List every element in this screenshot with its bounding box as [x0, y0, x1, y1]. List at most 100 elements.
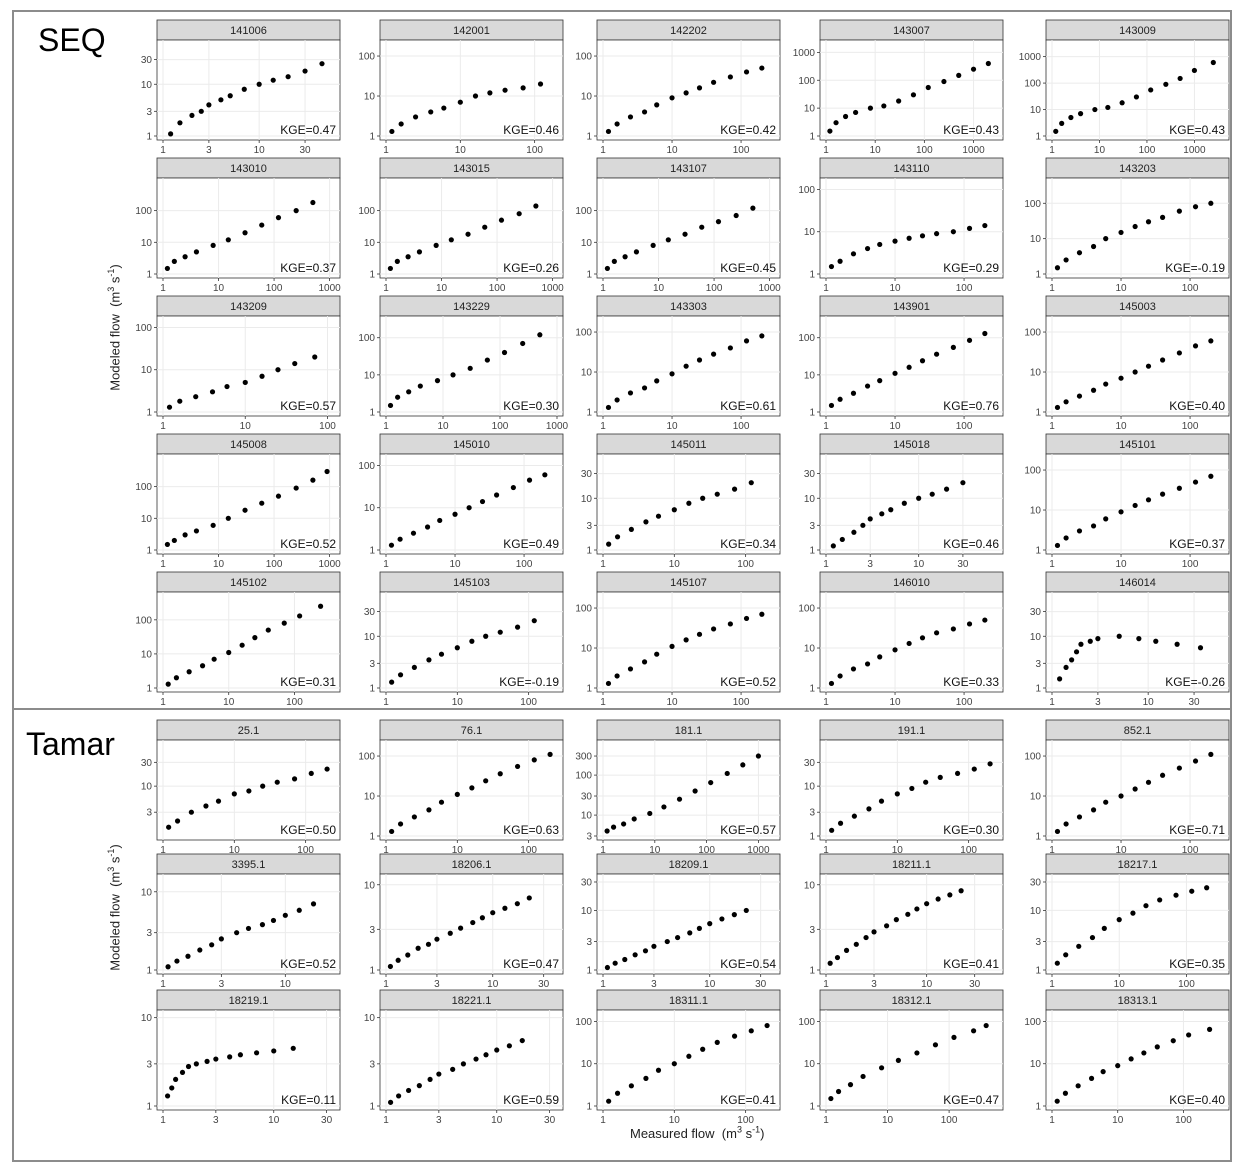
x-tick-label: 10 [666, 145, 678, 156]
data-point [1192, 204, 1199, 210]
data-point [1132, 369, 1138, 375]
data-point [837, 673, 843, 679]
data-point [759, 65, 765, 71]
data-point [631, 816, 637, 822]
data-point [231, 791, 237, 797]
data-point [209, 389, 216, 395]
kge-label: KGE=0.52 [280, 537, 336, 551]
data-point [970, 66, 977, 72]
data-point [950, 344, 956, 350]
plot-area [156, 315, 341, 417]
plot-area [819, 453, 1004, 555]
data-point [877, 241, 883, 248]
x-tick-label: 1000 [758, 283, 781, 294]
data-point [675, 934, 681, 941]
data-point [165, 964, 171, 970]
data-point [1197, 645, 1204, 651]
facet-panel: 143110 1 10 100 1 10 100 KGE=0.29 [798, 157, 1004, 294]
data-point [604, 265, 610, 272]
x-tick-label: 1 [823, 845, 829, 856]
kge-label: KGE=-0.19 [499, 675, 559, 689]
data-point [514, 901, 520, 907]
kge-label: KGE=-0.26 [1165, 675, 1225, 689]
data-point [1159, 214, 1166, 220]
data-point [664, 938, 670, 945]
data-point [686, 1053, 692, 1059]
data-point [519, 1037, 525, 1044]
y-tick-label: 10 [141, 782, 153, 793]
x-tick-label: 3 [867, 559, 873, 570]
data-point [234, 930, 240, 936]
facet-title: 145107 [670, 577, 707, 589]
data-point [197, 947, 203, 953]
data-point [982, 330, 988, 337]
x-tick-label: 3 [206, 145, 212, 156]
plot-area [1045, 591, 1230, 693]
data-point [1063, 664, 1069, 671]
data-point [883, 923, 890, 929]
data-point [1078, 641, 1084, 647]
kge-label: KGE=0.57 [720, 823, 776, 837]
data-point [210, 242, 216, 248]
x-tick-label: 3 [436, 1115, 442, 1126]
facet-panel: 145107 1 10 100 1 10 100 KGE=0.52 [575, 571, 781, 708]
data-point [960, 480, 966, 486]
plot-area [379, 177, 564, 279]
x-tick-label: 10 [669, 1115, 681, 1126]
data-point [1148, 87, 1154, 93]
facet-title: 18221.1 [452, 995, 492, 1007]
data-point [466, 505, 472, 511]
data-point [1176, 208, 1182, 214]
data-point [710, 626, 717, 632]
data-point [1192, 758, 1199, 764]
data-point [1136, 636, 1142, 642]
facet-title: 3395.1 [232, 859, 266, 871]
data-point [168, 131, 174, 137]
data-point [246, 788, 252, 794]
plot-area [596, 739, 781, 841]
x-tick-label: 1000 [546, 421, 569, 432]
data-point [242, 230, 248, 236]
data-point [877, 378, 883, 384]
data-point [469, 785, 475, 791]
data-point [982, 222, 988, 229]
data-point [733, 212, 739, 219]
facet-title: 181.1 [675, 725, 703, 737]
data-point [743, 69, 750, 75]
kge-label: KGE=0.11 [281, 1093, 336, 1107]
data-point [878, 1065, 885, 1071]
facet-panel: 143203 1 10 100 1 10 100 KGE=-0.19 [1024, 157, 1230, 294]
x-tick-label: 10 [1114, 979, 1126, 990]
data-point [748, 1028, 754, 1034]
facet-title: 145011 [671, 439, 707, 451]
data-point [259, 222, 265, 228]
x-tick-label: 1 [383, 559, 389, 570]
x-tick-label: 10 [487, 979, 499, 990]
data-point [310, 199, 316, 206]
data-point [909, 785, 915, 792]
data-point [177, 120, 183, 126]
data-point [863, 934, 869, 941]
data-point [526, 895, 532, 901]
facet-title: 142202 [670, 25, 707, 37]
data-point [871, 929, 877, 935]
facet-title: 145018 [893, 439, 930, 451]
plot-area [156, 177, 341, 279]
data-point [203, 803, 209, 809]
x-tick-label: 100 [956, 697, 973, 708]
y-tick-label: 10 [141, 1013, 153, 1024]
data-point [614, 121, 620, 127]
x-tick-label: 100 [706, 283, 723, 294]
x-tick-label: 10 [280, 979, 292, 990]
y-tick-label: 1 [809, 546, 815, 557]
data-point [406, 389, 412, 395]
data-point [743, 338, 750, 344]
data-point [1143, 903, 1149, 909]
data-point [1159, 357, 1166, 363]
y-tick-label: 1 [369, 408, 375, 419]
data-point [941, 78, 947, 85]
y-tick-label: 10 [581, 368, 593, 379]
data-point [225, 515, 231, 521]
data-point [627, 114, 634, 120]
data-point [438, 799, 445, 805]
